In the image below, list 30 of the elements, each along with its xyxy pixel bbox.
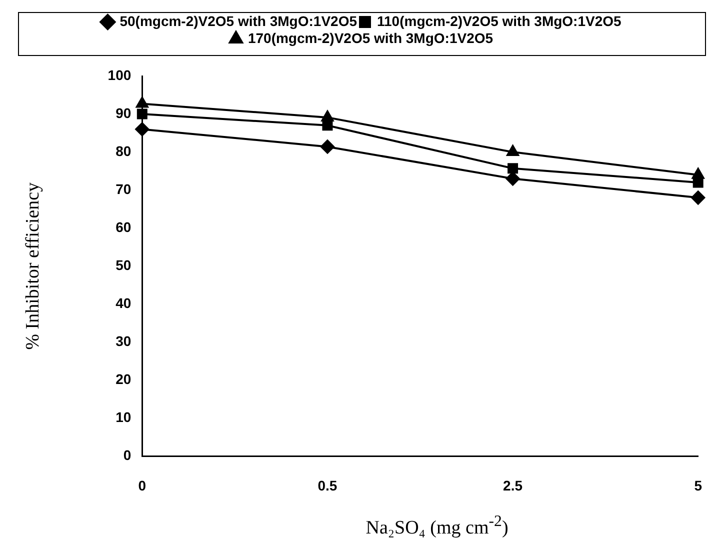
legend-label: 110(mgcm-2)V2O5 with 3MgO:1V2O5 [376, 12, 622, 29]
point [136, 108, 148, 120]
y-tick-label: 100 [108, 66, 132, 83]
x-tick-label: 2.5 [503, 477, 523, 494]
point [320, 140, 334, 154]
y-tick-label: 0 [123, 447, 132, 464]
point [506, 145, 519, 156]
y-tick-label: 90 [116, 104, 132, 121]
y-tick-label: 10 [116, 409, 132, 426]
y-axis-title: % Inhibitor efficiency [22, 182, 44, 350]
legend-label: 50(mgcm-2)V2O5 with 3MgO:1V2O5 [120, 12, 358, 29]
point [692, 177, 704, 188]
point [135, 122, 150, 136]
x-axis-title: Na₂SO₄ (mg cm$^{-2}$) [364, 513, 510, 540]
y-tick-label: 30 [116, 333, 132, 349]
point [322, 120, 333, 131]
x-tick-label: 0.5 [318, 477, 338, 494]
point [136, 96, 148, 108]
y-tick-label: 50 [116, 256, 132, 273]
x-tick-label: 0 [138, 477, 146, 494]
y-tick-label: 80 [116, 142, 132, 159]
legend-label: 170(mgcm-2)V2O5 with 3MgO:1V2O5 [248, 30, 494, 46]
y-tick-label: 40 [116, 294, 132, 311]
point [506, 172, 520, 186]
point [508, 163, 518, 174]
y-tick-label: 20 [116, 371, 132, 388]
y-tick-label: 70 [116, 180, 132, 197]
point [691, 190, 706, 205]
y-tick-label: 60 [116, 218, 132, 235]
x-tick-label: 5 [694, 477, 702, 494]
